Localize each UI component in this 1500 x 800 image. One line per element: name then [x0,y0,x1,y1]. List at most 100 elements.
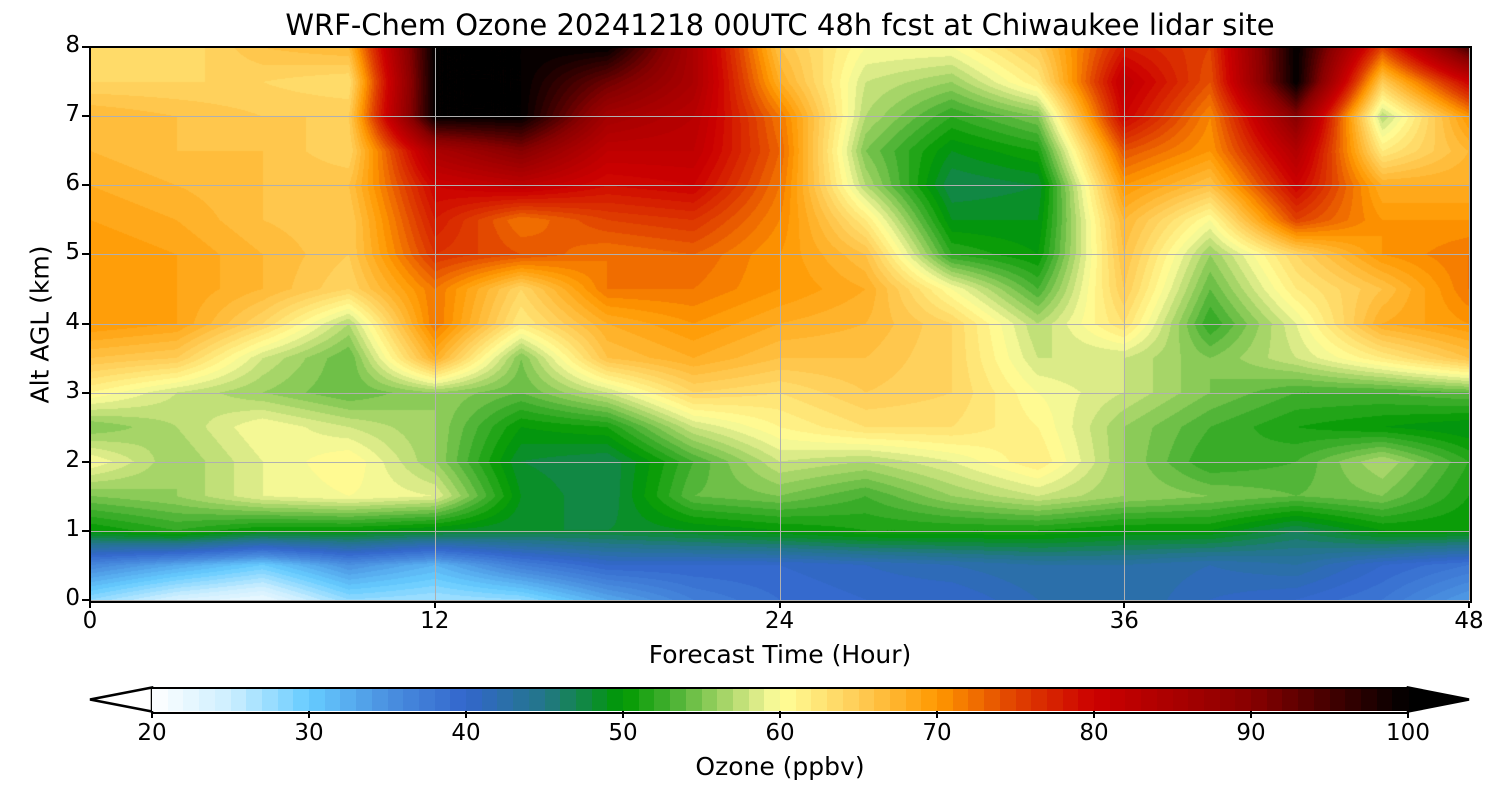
x-tick [89,601,91,608]
colorbar-outline [151,687,1408,714]
y-tick [82,391,89,394]
colorbar-swatch [1203,688,1221,711]
colorbar-swatch [1015,688,1032,711]
colorbar-label: Ozone (ppbv) [695,752,865,781]
colorbar-swatch [214,688,232,711]
x-axis-label: Forecast Time (Hour) [648,640,912,669]
colorbar-swatch [1188,688,1205,711]
colorbar-swatch [638,688,655,711]
x-gridline [1469,47,1470,600]
y-tick-label: 0 [65,585,80,611]
colorbar-swatch [1156,688,1174,711]
colorbar-swatch [528,688,546,711]
colorbar-swatch [1172,688,1189,711]
y-gridline [90,600,1469,601]
colorbar-swatch [623,688,640,711]
colorbar-swatch [1031,688,1048,711]
colorbar-swatch [732,688,750,711]
colorbar-swatch [403,688,420,711]
colorbar-swatch [827,688,844,711]
colorbar-swatch [450,688,467,711]
colorbar-swatch [309,688,326,711]
colorbar-swatch [921,688,938,711]
colorbar-swatch [1329,688,1346,711]
colorbar-swatch [1219,688,1236,711]
colorbar-swatch [167,688,184,711]
colorbar-swatch [952,688,969,711]
x-tick-label: 12 [420,608,450,634]
y-gridline [90,323,1469,325]
colorbar-swatch [1141,688,1158,711]
colorbar-swatch [183,688,200,711]
colorbar-tick-label: 60 [765,720,795,746]
colorbar-tick [308,711,310,718]
colorbar-tick [779,711,781,718]
colorbar-swatch [1078,688,1095,711]
y-tick-label: 4 [65,308,80,335]
colorbar-swatch [685,688,703,711]
colorbar-swatch [748,688,765,711]
colorbar-swatch [874,688,891,711]
colorbar-swatch [1313,688,1331,711]
colorbar-swatch [858,688,875,711]
y-tick [82,46,89,48]
y-tick-label: 6 [65,170,80,197]
colorbar-swatch [811,688,828,711]
y-tick-label: 5 [65,239,80,266]
colorbar-swatch [340,688,357,711]
y-gridline [90,185,1469,187]
x-tick-label: 24 [764,608,795,634]
y-gridline [90,392,1469,394]
colorbar-swatch [324,688,341,711]
y-gridline [90,530,1469,532]
y-tick [82,460,89,463]
colorbar-tick [1407,711,1409,718]
colorbar-swatch [418,688,436,711]
colorbar-swatch [497,688,514,711]
colorbar-swatch [277,688,294,711]
colorbar-swatch [984,688,1001,711]
colorbar [152,688,1409,711]
colorbar-swatch [905,688,922,711]
colorbar-swatch [293,688,310,711]
colorbar-swatch [591,688,608,711]
colorbar-swatch [1360,688,1378,711]
y-tick [82,184,89,187]
y-gridline [90,461,1469,463]
colorbar-swatch [261,688,279,711]
colorbar-swatch [481,688,498,711]
colorbar-swatch [968,688,985,711]
y-tick-label: 2 [65,446,80,473]
colorbar-swatch [842,688,860,711]
colorbar-swatch [230,688,247,711]
colorbar-swatch [607,688,624,711]
colorbar-swatch [764,688,781,711]
colorbar-swatch [1046,688,1064,711]
x-tick [778,601,781,608]
colorbar-tick [936,711,938,718]
colorbar-swatch [513,688,530,711]
colorbar-tick-label: 30 [294,720,324,746]
chart-title: WRF-Chem Ozone 20241218 00UTC 48h fcst a… [285,8,1275,42]
colorbar-swatch [1282,688,1299,711]
colorbar-tick-label: 40 [451,720,481,746]
y-tick-label: 1 [65,515,80,542]
colorbar-swatch [1345,688,1362,711]
colorbar-swatch [356,688,373,711]
colorbar-swatch [199,688,216,711]
colorbar-swatch [1125,688,1142,711]
colorbar-swatch [937,688,954,711]
colorbar-swatch [701,688,718,711]
y-tick [82,529,89,532]
y-tick [82,253,89,256]
colorbar-swatch [246,688,263,711]
colorbar-min-extension [89,686,154,714]
colorbar-swatch [795,688,812,711]
colorbar-swatch [889,688,907,711]
colorbar-tick-label: 80 [1079,720,1109,746]
colorbar-tick [1250,711,1252,718]
colorbar-tick-label: 90 [1236,720,1266,746]
colorbar-swatch [1109,688,1126,711]
colorbar-tick [622,711,624,718]
